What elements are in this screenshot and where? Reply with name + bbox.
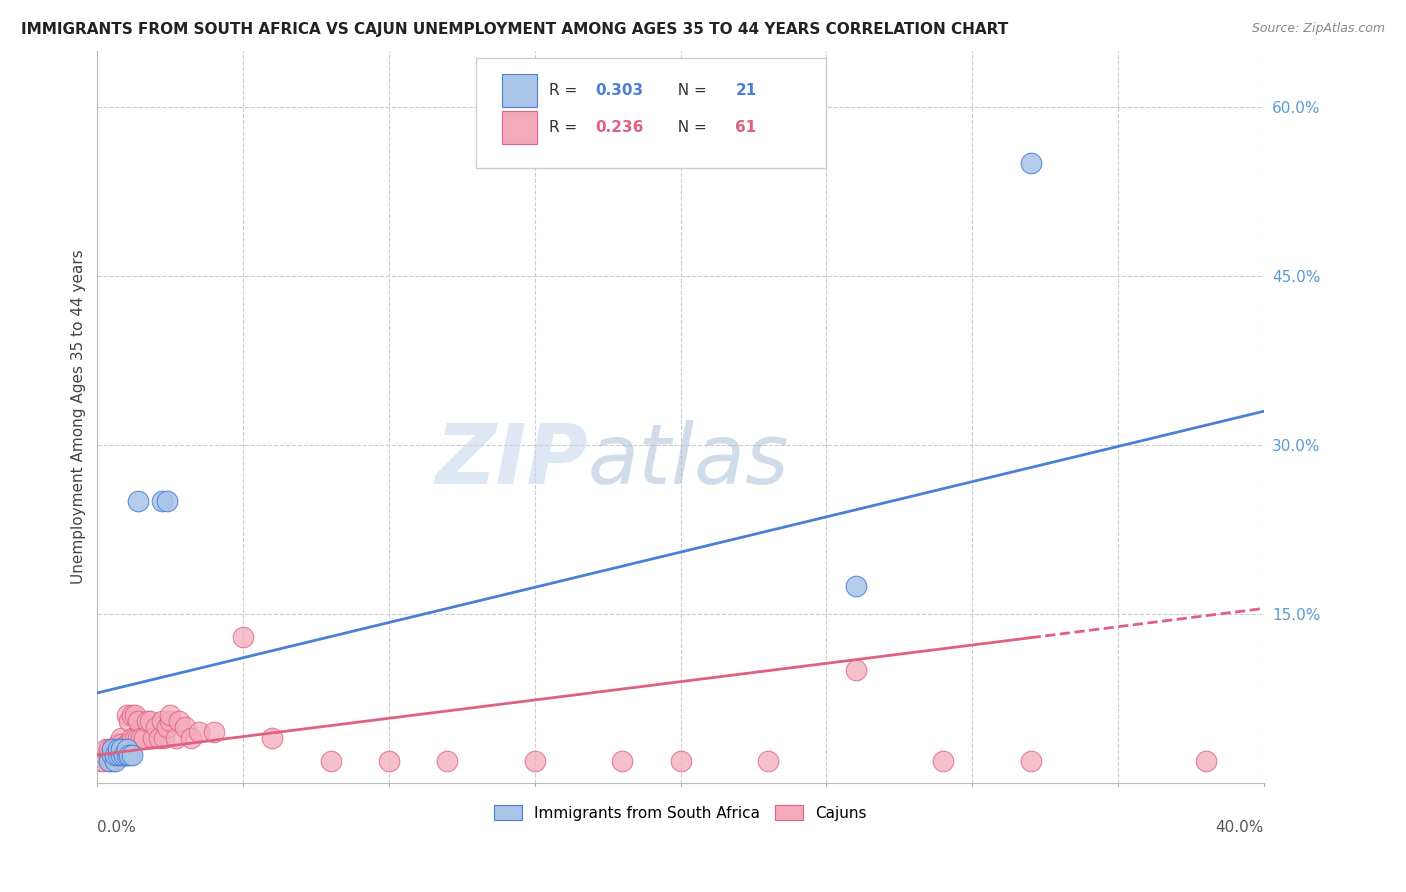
Point — [94, 742, 117, 756]
Point — [115, 747, 138, 762]
Point — [612, 754, 634, 768]
Point — [101, 742, 124, 756]
FancyBboxPatch shape — [477, 58, 827, 168]
Point — [101, 754, 124, 768]
Point — [91, 754, 114, 768]
Point — [127, 731, 149, 745]
FancyBboxPatch shape — [502, 112, 537, 145]
Point — [139, 714, 162, 728]
Point — [110, 742, 132, 756]
Point — [89, 754, 111, 768]
Text: 0.0%: 0.0% — [97, 820, 136, 835]
Point — [145, 720, 167, 734]
Point — [150, 714, 173, 728]
Point — [110, 737, 132, 751]
Point — [107, 742, 129, 756]
Point — [101, 747, 124, 762]
Text: N =: N = — [668, 120, 711, 135]
Point — [232, 630, 254, 644]
Point — [110, 747, 132, 762]
Point — [132, 731, 155, 745]
Point — [669, 754, 692, 768]
Point — [115, 742, 138, 756]
Point — [98, 754, 121, 768]
Point — [107, 747, 129, 762]
Point — [107, 742, 129, 756]
Point — [523, 754, 546, 768]
Point — [148, 731, 170, 745]
Point — [110, 747, 132, 762]
Point — [112, 742, 135, 756]
Point — [167, 714, 190, 728]
Point — [159, 708, 181, 723]
Point — [136, 714, 159, 728]
Point — [101, 742, 124, 756]
Point — [98, 747, 121, 762]
Text: 40.0%: 40.0% — [1216, 820, 1264, 835]
Point — [107, 737, 129, 751]
Point — [262, 731, 284, 745]
Point — [121, 708, 143, 723]
Text: 21: 21 — [735, 84, 756, 98]
Text: atlas: atlas — [588, 420, 789, 501]
Point — [845, 579, 868, 593]
Point — [118, 747, 141, 762]
Text: 0.236: 0.236 — [596, 120, 644, 135]
Point — [159, 714, 181, 728]
Text: 0.303: 0.303 — [596, 84, 644, 98]
Text: 61: 61 — [735, 120, 756, 135]
Point — [129, 731, 152, 745]
Point — [98, 742, 121, 756]
Point — [156, 494, 179, 508]
Point — [150, 494, 173, 508]
Point — [115, 708, 138, 723]
Text: ZIP: ZIP — [434, 420, 588, 501]
Text: IMMIGRANTS FROM SOUTH AFRICA VS CAJUN UNEMPLOYMENT AMONG AGES 35 TO 44 YEARS COR: IMMIGRANTS FROM SOUTH AFRICA VS CAJUN UN… — [21, 22, 1008, 37]
Point — [118, 714, 141, 728]
Text: Source: ZipAtlas.com: Source: ZipAtlas.com — [1251, 22, 1385, 36]
Y-axis label: Unemployment Among Ages 35 to 44 years: Unemployment Among Ages 35 to 44 years — [72, 250, 86, 584]
Point — [378, 754, 401, 768]
Point — [104, 747, 127, 762]
Point — [165, 731, 187, 745]
Point — [104, 747, 127, 762]
Point — [319, 754, 342, 768]
Point — [121, 731, 143, 745]
Point — [756, 754, 779, 768]
Point — [112, 747, 135, 762]
Point — [932, 754, 955, 768]
Point — [1194, 754, 1216, 768]
Point — [104, 754, 127, 768]
Point — [180, 731, 202, 745]
Point — [115, 737, 138, 751]
Point — [118, 737, 141, 751]
Text: R =: R = — [548, 120, 582, 135]
Point — [94, 747, 117, 762]
Point — [1019, 754, 1042, 768]
Point — [112, 747, 135, 762]
Point — [124, 708, 146, 723]
FancyBboxPatch shape — [502, 75, 537, 107]
Point — [115, 742, 138, 756]
Point — [124, 731, 146, 745]
Point — [173, 720, 195, 734]
Point — [107, 747, 129, 762]
Point — [142, 731, 165, 745]
Point — [110, 731, 132, 745]
Point — [1019, 156, 1042, 170]
Text: N =: N = — [668, 84, 711, 98]
Point — [845, 664, 868, 678]
Point — [188, 725, 211, 739]
Point — [104, 742, 127, 756]
Point — [121, 747, 143, 762]
Point — [202, 725, 225, 739]
Text: R =: R = — [548, 84, 582, 98]
Point — [156, 720, 179, 734]
Point — [101, 747, 124, 762]
Point — [127, 714, 149, 728]
Legend: Immigrants from South Africa, Cajuns: Immigrants from South Africa, Cajuns — [488, 798, 873, 827]
Point — [127, 494, 149, 508]
Point — [436, 754, 458, 768]
Point — [153, 731, 176, 745]
